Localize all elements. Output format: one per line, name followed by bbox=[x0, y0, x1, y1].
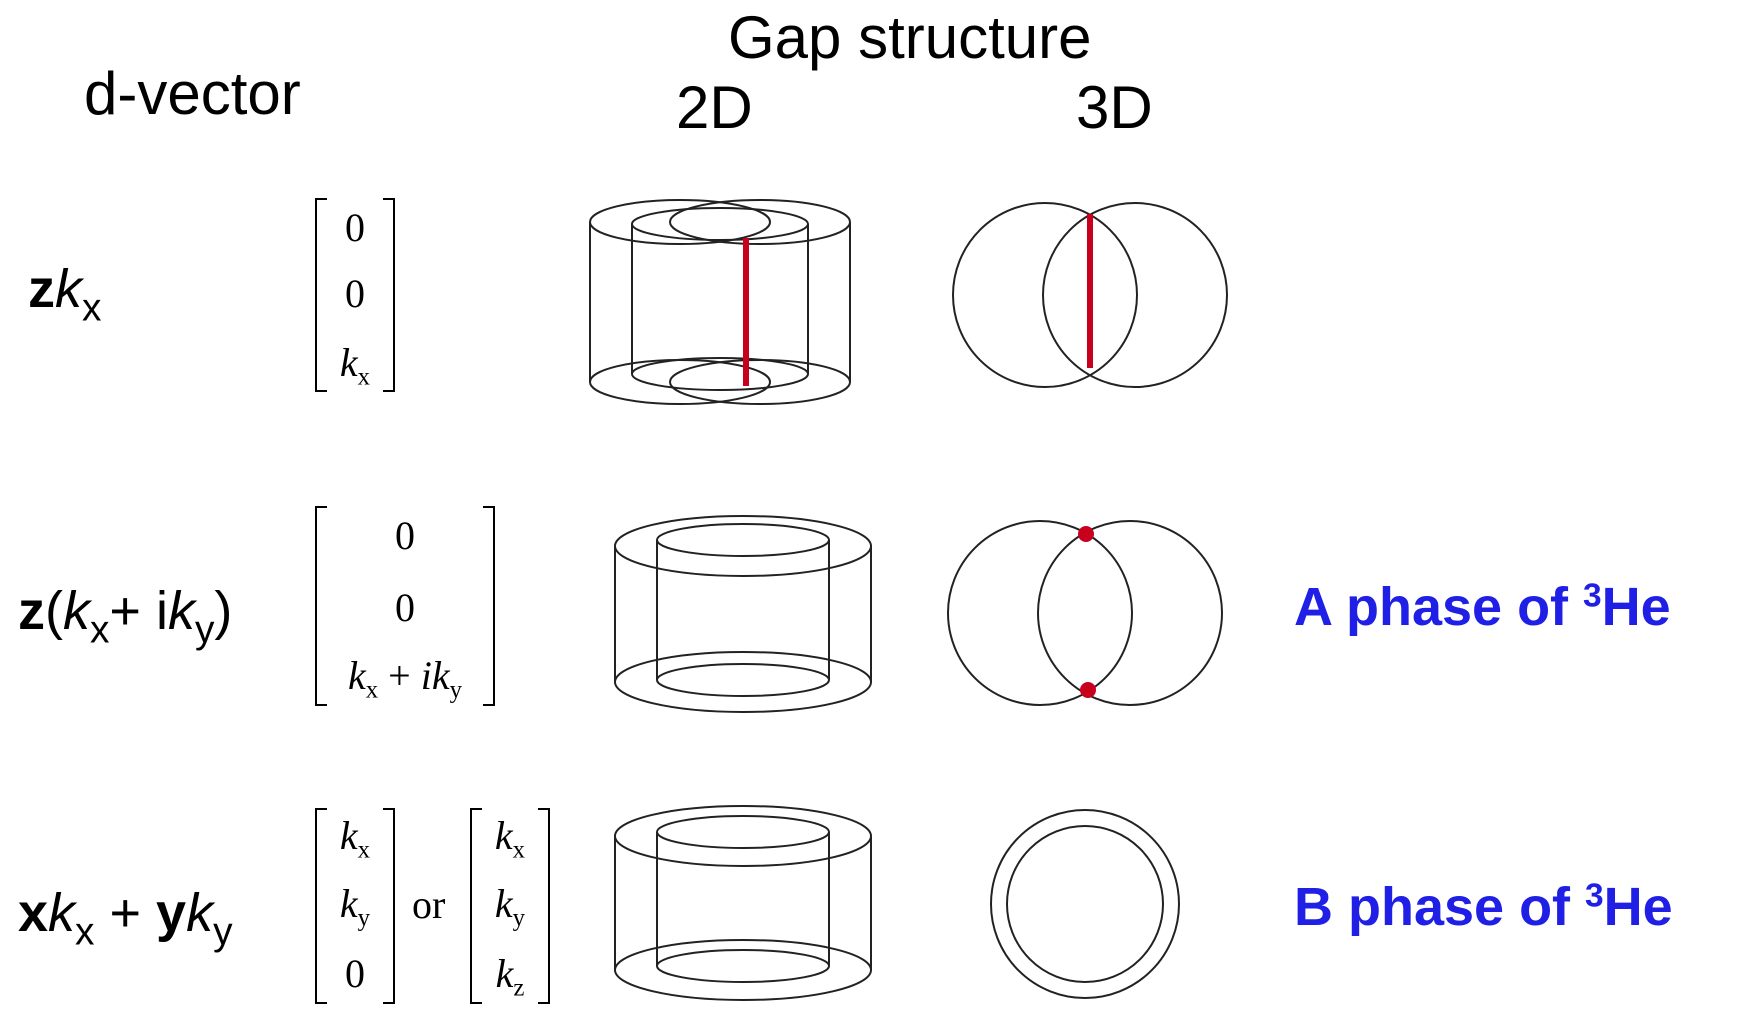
bracket-right bbox=[383, 808, 395, 1004]
matrix-cell: 0 bbox=[345, 205, 365, 250]
row2-gap-2d-figure bbox=[614, 515, 872, 713]
matrix-cell: 0 bbox=[345, 271, 365, 316]
row3-label: xkx + yky bbox=[18, 883, 233, 954]
gap-structure-header: Gap structure bbox=[728, 4, 1092, 71]
point-node-bottom bbox=[1080, 682, 1096, 698]
row2-gap-3d-figure bbox=[947, 520, 1223, 706]
bracket-right bbox=[383, 198, 395, 392]
row3-matrix-b: kx ky kz bbox=[470, 808, 550, 1004]
matrix-cell: ky bbox=[339, 881, 371, 932]
point-node-top bbox=[1078, 526, 1094, 542]
d-vector-header: d-vector bbox=[84, 60, 301, 127]
bracket-left bbox=[470, 808, 482, 1004]
bracket-right bbox=[538, 808, 550, 1004]
col-2d-header: 2D bbox=[676, 74, 753, 141]
bracket-left bbox=[315, 808, 327, 1004]
b-phase-label: B phase of 3He bbox=[1294, 877, 1673, 937]
bracket-left bbox=[315, 198, 327, 392]
matrix-cell: kz bbox=[495, 951, 525, 1002]
row3-gap-2d-figure bbox=[614, 805, 872, 1001]
row2-matrix: 0 0 kx + iky bbox=[315, 506, 495, 706]
row1-gap-2d-figure bbox=[589, 199, 851, 405]
matrix-cell: kx bbox=[339, 340, 371, 391]
row1-label: zkx bbox=[28, 259, 102, 330]
row3-gap-3d-figure bbox=[990, 809, 1180, 999]
matrix-cell: 0 bbox=[345, 951, 365, 996]
row1-gap-3d-figure bbox=[952, 202, 1228, 388]
row3-matrix-a: kx ky 0 bbox=[315, 808, 395, 1004]
matrix-cell: ky bbox=[494, 881, 526, 932]
matrix-cell: kx + iky bbox=[347, 653, 462, 704]
col-3d-header: 3D bbox=[1076, 74, 1153, 141]
matrix-cell: 0 bbox=[395, 585, 415, 630]
matrix-cell: 0 bbox=[395, 513, 415, 558]
matrix-cell: kx bbox=[339, 813, 371, 864]
row1-matrix: 0 0 kx bbox=[315, 198, 395, 392]
a-phase-label: A phase of 3He bbox=[1294, 577, 1671, 637]
matrix-cell: kx bbox=[494, 813, 526, 864]
row2-label: z(kx+ iky) bbox=[18, 581, 233, 652]
bracket-right bbox=[483, 506, 495, 706]
bracket-left bbox=[315, 506, 327, 706]
or-text: or bbox=[412, 882, 446, 927]
